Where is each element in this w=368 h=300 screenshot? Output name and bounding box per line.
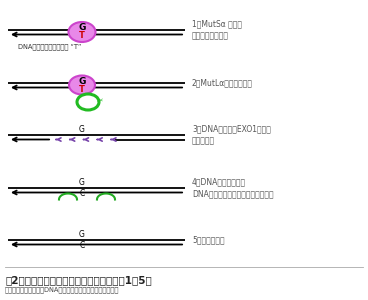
Text: ✂: ✂ [97,97,103,106]
Text: 3．DNA分解酵素EXO1による
誤りの分解: 3．DNA分解酵素EXO1による 誤りの分解 [192,124,271,146]
Text: T: T [79,32,85,40]
Text: G: G [78,76,86,85]
Text: 図2　ミスマッチ修復の経路　（ステップ1～5）: 図2 ミスマッチ修復の経路 （ステップ1～5） [5,275,152,285]
Text: G: G [79,230,85,239]
Text: C: C [79,189,85,198]
Text: 4．DNAの再合成及び
DNAリガーゼ１によるつなぎ合わせ: 4．DNAの再合成及び DNAリガーゼ１によるつなぎ合わせ [192,177,274,199]
Text: T: T [79,85,85,94]
Text: 5．修復の完了: 5．修復の完了 [192,236,224,244]
Text: G: G [79,178,85,187]
Text: 二本鎖らせんから成るDNAを単純化し、線で描いています。: 二本鎖らせんから成るDNAを単純化し、線で描いています。 [5,286,119,292]
Ellipse shape [68,22,96,42]
Text: G: G [79,125,85,134]
Text: 1．MutSα による
ミスマッチの認識: 1．MutSα による ミスマッチの認識 [192,19,242,41]
Text: 2．MutLαによる切れ目: 2．MutLαによる切れ目 [192,79,253,88]
Ellipse shape [69,76,95,94]
Text: G: G [78,23,86,32]
Text: C: C [79,241,85,250]
Text: DNA複製中に生じた誤り “T”: DNA複製中に生じた誤り “T” [18,44,81,50]
